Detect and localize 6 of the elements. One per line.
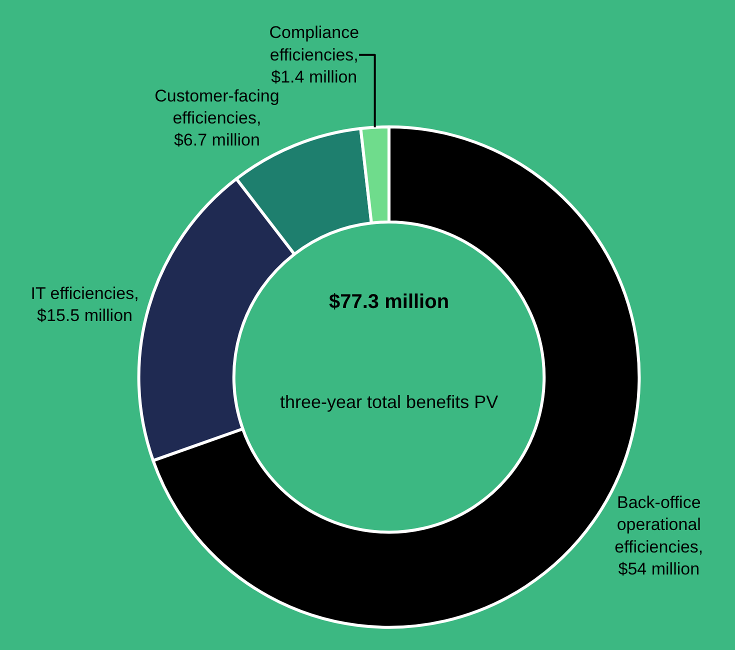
slice-label: Customer-facing efficiencies, $6.7 million: [154, 86, 280, 150]
slice-label: Compliance efficiencies, $1.4 million: [269, 23, 360, 86]
text: $77.3 million: [329, 291, 450, 313]
text: three-year total benefits PV: [280, 392, 498, 412]
slice-label: Back-office operational efficiencies, $54 million: [614, 493, 704, 578]
slice-label: IT efficiencies, $15.5 million: [30, 284, 139, 326]
